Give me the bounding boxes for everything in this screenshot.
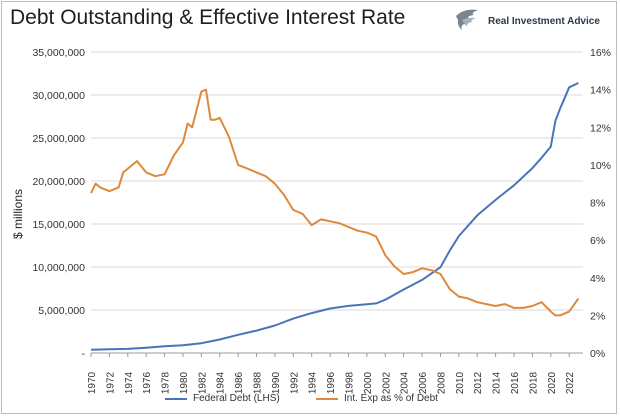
right-tick-label: 12% (590, 122, 611, 134)
right-axis: 0% 2% 4% 6% 8% 10% 12% 14% 16% (590, 47, 611, 360)
x-tick-label: 1990 (271, 371, 282, 394)
x-axis: 1970 1972 1974 1976 1978 1980 1982 1984 1986 1988… (87, 352, 583, 394)
legend-item-interest: Int. Exp as % of Debt (316, 393, 438, 404)
x-tick-label: 1994 (308, 371, 319, 394)
left-tick-label: 15,000,000 (32, 219, 85, 231)
x-tick-label: 2012 (473, 371, 484, 394)
x-tick-label: 2006 (418, 371, 429, 394)
series-line-interest (90, 88, 580, 317)
y-axis-label: $ millions (11, 189, 25, 239)
x-tick-label: 2020 (547, 371, 558, 394)
x-tick-label: 1992 (289, 371, 300, 394)
x-tick-label: 1998 (344, 371, 355, 394)
right-tick-label: 16% (590, 47, 611, 59)
x-tick-label: 1976 (142, 371, 153, 394)
x-tick-label: 2010 (455, 371, 466, 394)
left-tick-label: 5,000,000 (38, 305, 85, 317)
chart-title: Debt Outstanding & Effective Interest Ra… (10, 6, 406, 29)
x-tick-label: 1970 (87, 371, 98, 394)
x-tick-label: 1986 (234, 371, 245, 394)
right-tick-label: 14% (590, 85, 611, 97)
x-tick-label: 1988 (253, 371, 264, 394)
left-tick-label: 20,000,000 (32, 176, 85, 188)
x-tick-label: 2022 (565, 371, 576, 394)
right-tick-label: 2% (590, 310, 605, 322)
x-tick-label: 2008 (436, 371, 447, 394)
x-tick-label: 2004 (400, 371, 411, 394)
x-tick-label: 1982 (197, 371, 208, 394)
legend-item-debt: Federal Debt (LHS) (165, 393, 280, 404)
right-tick-label: 4% (590, 273, 605, 285)
x-tick-label: 1996 (326, 371, 337, 394)
left-tick-label: 35,000,000 (32, 47, 85, 59)
left-tick-label: 10,000,000 (32, 262, 85, 274)
right-tick-label: 8% (590, 198, 605, 210)
x-tick-label: 2014 (492, 371, 503, 394)
x-tick-label: 2000 (363, 371, 374, 394)
x-tick-label: 1972 (105, 371, 116, 394)
x-tick-label: 1974 (124, 371, 135, 394)
legend-label-debt: Federal Debt (LHS) (193, 393, 280, 404)
left-tick-label: 30,000,000 (32, 90, 85, 102)
x-tick-label: 2018 (528, 371, 539, 394)
x-tick-label: 1978 (161, 371, 172, 394)
x-tick-label: 2002 (381, 371, 392, 394)
series-layer (90, 82, 580, 351)
series-line-debt (90, 82, 579, 351)
x-tick-label: 1980 (179, 371, 190, 394)
x-tick-label: 2016 (510, 371, 521, 394)
left-tick-label: - (82, 348, 86, 360)
left-tick-label: 25,000,000 (32, 133, 85, 145)
x-tick-label: 1984 (216, 371, 227, 394)
right-tick-label: 10% (590, 160, 611, 172)
right-tick-label: 6% (590, 235, 605, 247)
left-axis: - 5,000,000 10,000,000 15,000,000 20,000,000… (32, 47, 85, 360)
legend: Federal Debt (LHS) Int. Exp as % of Debt (0, 393, 620, 409)
right-tick-label: 0% (590, 348, 605, 360)
eagle-logo-icon (456, 9, 478, 30)
brand-logo: Real Investment Advice (452, 6, 612, 38)
brand-name: Real Investment Advice (488, 16, 600, 27)
legend-swatch-debt (165, 397, 187, 400)
legend-swatch-interest (316, 397, 338, 400)
legend-label-interest: Int. Exp as % of Debt (344, 393, 438, 404)
